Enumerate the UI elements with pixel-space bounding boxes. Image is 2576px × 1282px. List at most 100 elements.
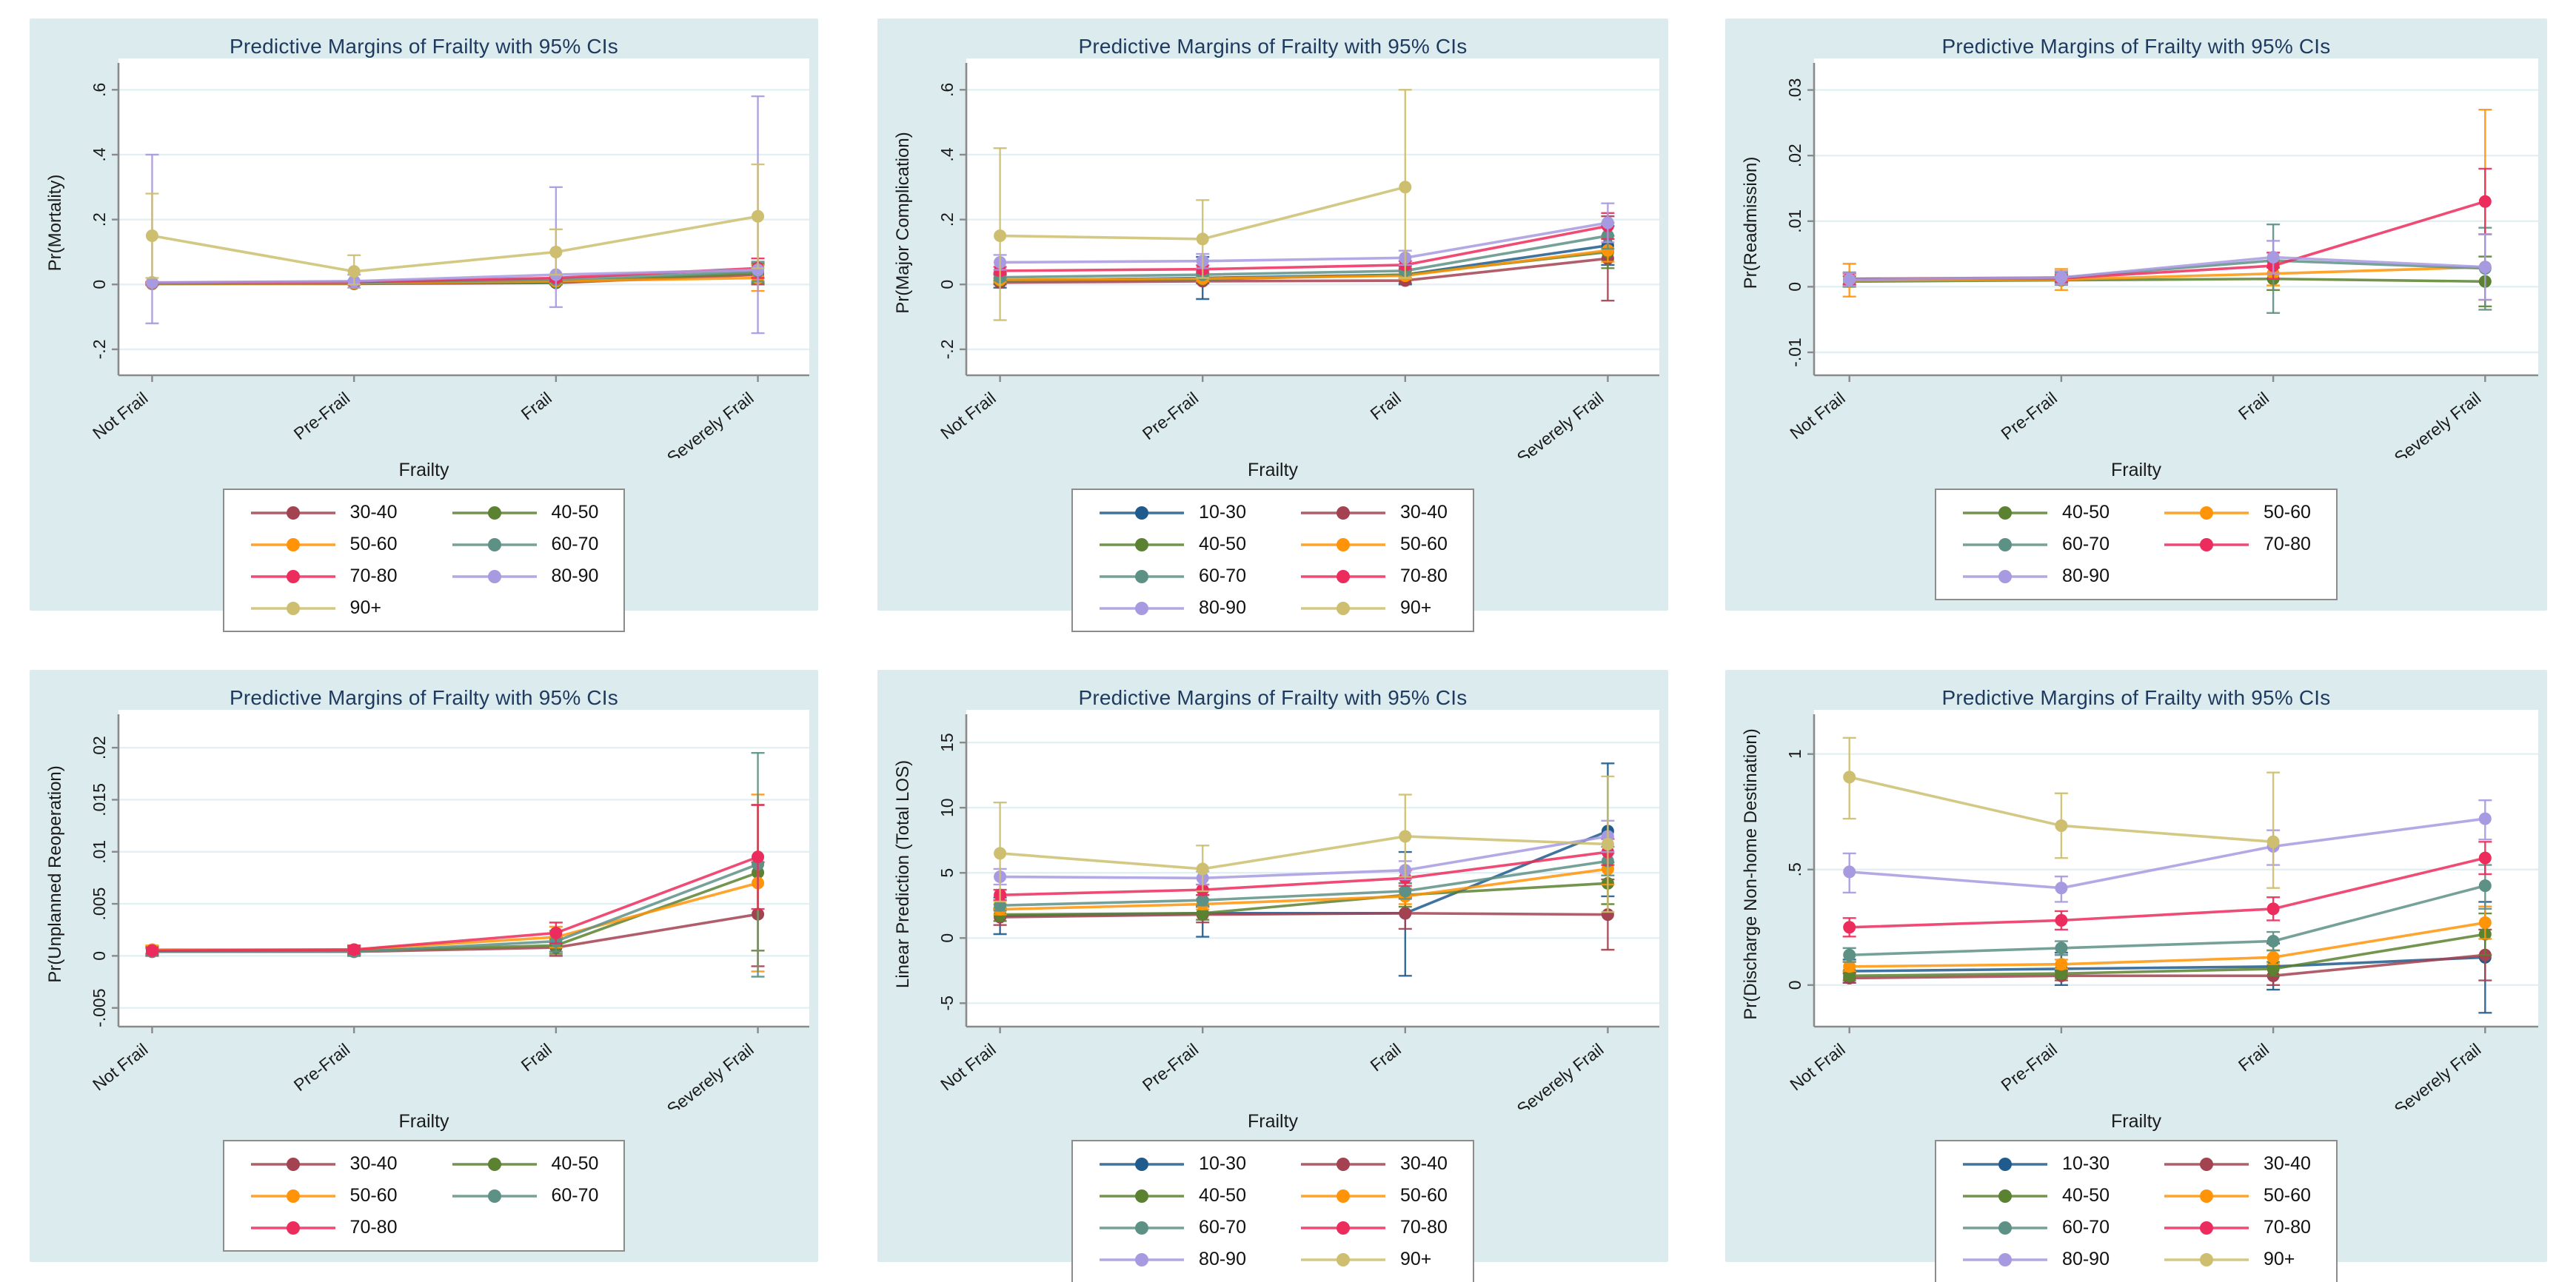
y-tick-label: .01 [1785,209,1804,233]
legend-label: 10-30 [2062,1153,2110,1174]
y-tick-label: .02 [1785,144,1804,167]
y-tick-label: 0 [90,951,109,961]
legend-label: 60-70 [2062,1217,2110,1238]
plot-area: -5 0 5 10 15 Linear Prediction (Total LOS) Not… [877,710,1668,1119]
x-tick-label: Not Frail [89,388,151,443]
x-tick-label: Not Frail [937,1039,999,1094]
legend-label: 90+ [2264,1249,2295,1269]
legend-item-40-50: 40-50 [451,502,599,523]
data-point [994,229,1007,243]
legend-item-30-40: 30-40 [1299,1153,1448,1175]
legend-item-70-80: 70-80 [2163,534,2311,555]
x-tick-label: Pre-Frail [1997,388,2060,443]
legend-label: 50-60 [349,534,398,554]
legend-item-80-90: 80-90 [1098,1249,1246,1270]
legend-box: 30-40 40-50 50-60 60-70 70-80 [222,1140,626,1252]
legend-swatch [1100,537,1185,551]
legend: Frailty 10-30 30-40 40-50 50-60 60-70 70-80 80… [1725,1111,2547,1282]
legend-swatch [2164,537,2249,551]
data-point [1843,865,1856,879]
y-tick-label: -.2 [937,340,957,360]
series-80-90 [145,95,765,335]
x-tick-label: Frail [2235,388,2272,423]
legend-item-80-90: 80-90 [451,566,599,587]
plot-area: -.005 0 .005 .01 .015 .02 Pr(Unplanned Reopera… [30,710,818,1119]
legend-swatch [1301,1157,1385,1171]
legend-item-30-40: 30-40 [250,1153,398,1175]
chart-canvas: -.005 0 .005 .01 .015 .02 Pr(Unplanned Reopera… [45,710,809,1119]
legend-item-70-80: 70-80 [2163,1217,2311,1238]
legend-swatch [1100,506,1185,520]
legend-item-70-80: 70-80 [250,566,398,587]
data-point [2478,916,2492,930]
y-tick-label: 10 [937,798,957,817]
legend-label: 60-70 [2062,534,2110,554]
legend-label: 30-40 [1400,502,1448,523]
legend-label: 70-80 [349,566,398,586]
y-tick-label: .6 [90,83,109,97]
chart-title: Predictive Margins of Frailty with 95% C… [229,686,618,709]
legend-label: 30-40 [2264,1153,2311,1174]
legend-box: 10-30 30-40 40-50 50-60 60-70 70-80 80-90 90+ [1935,1140,2338,1282]
legend-label: 80-90 [551,566,599,586]
data-point [1601,216,1614,229]
legend-swatch [452,569,537,583]
chart-canvas: -.2 0 .2 .4 .6 Pr(Mortality) Not Frail Pre-Frai… [45,58,809,468]
legend-item-40-50: 40-50 [451,1153,598,1175]
legend-label: 80-90 [2062,566,2110,586]
y-tick-label: 0 [90,280,109,289]
y-tick-label: .2 [937,212,957,226]
y-tick-label: .6 [937,83,957,97]
legend-swatch [1301,601,1385,615]
legend-label: 30-40 [1400,1153,1448,1174]
legend-swatch [250,1221,335,1235]
x-tick-label: Pre-Frail [1139,388,1202,443]
data-point [347,265,361,278]
legend-label: 40-50 [551,502,599,523]
legend-swatch [1100,1189,1185,1203]
legend-swatch [1301,1252,1385,1266]
plot-area: -.01 0 .01 .02 .03 Pr(Readmission) Not Frail Pr… [1725,58,2547,468]
legend-item-40-50: 40-50 [1098,534,1246,555]
legend-swatch [1963,1189,2048,1203]
data-point [2478,195,2492,208]
y-tick-label: .02 [90,736,109,759]
data-point [2055,913,2068,927]
legend-swatch [2164,1252,2249,1266]
chart-title: Predictive Margins of Frailty with 95% C… [1078,686,1468,709]
chart-canvas: -.01 0 .01 .02 .03 Pr(Readmission) Not Frail Pr… [1741,58,2538,468]
legend-label: 90+ [349,597,381,618]
legend-swatch [1301,1221,1385,1235]
legend-item-90+: 90+ [250,597,398,619]
y-tick-label: .4 [937,147,957,161]
legend-item-70-80: 70-80 [250,1217,398,1238]
legend-label: 80-90 [2062,1249,2110,1269]
legend-item-30-40: 30-40 [1299,502,1448,523]
legend-item-50-60: 50-60 [1299,534,1448,555]
x-tick-label: Not Frail [1786,1039,1848,1094]
chart-canvas: -5 0 5 10 15 Linear Prediction (Total LOS) Not… [893,710,1659,1119]
legend-swatch [1301,506,1385,520]
data-point [2266,950,2280,964]
series-90+ [993,775,1615,913]
data-point [347,943,361,956]
legend-box: 40-50 50-60 60-70 70-80 80-90 [1935,489,2338,600]
data-point [1196,862,1209,876]
legend-label: 80-90 [1199,597,1246,618]
series-60-70 [1842,864,2492,963]
legend-label: 70-80 [2264,534,2311,554]
legend-label: 60-70 [551,534,599,554]
legend-label: 10-30 [1199,502,1246,523]
legend-label: 70-80 [1400,566,1448,586]
data-point [549,245,563,258]
legend-swatch [1963,1221,2048,1235]
legend-label: 30-40 [349,502,398,523]
legend-box: 10-30 30-40 40-50 50-60 60-70 70-80 80-90 90+ [1071,1140,1474,1282]
legend-item-40-50: 40-50 [1098,1185,1246,1207]
legend-title: Frailty [398,1111,449,1132]
legend-swatch [2164,506,2249,520]
legend-item-60-70: 60-70 [1098,1217,1246,1238]
data-point [2266,902,2280,916]
legend-item-50-60: 50-60 [2163,1185,2311,1207]
